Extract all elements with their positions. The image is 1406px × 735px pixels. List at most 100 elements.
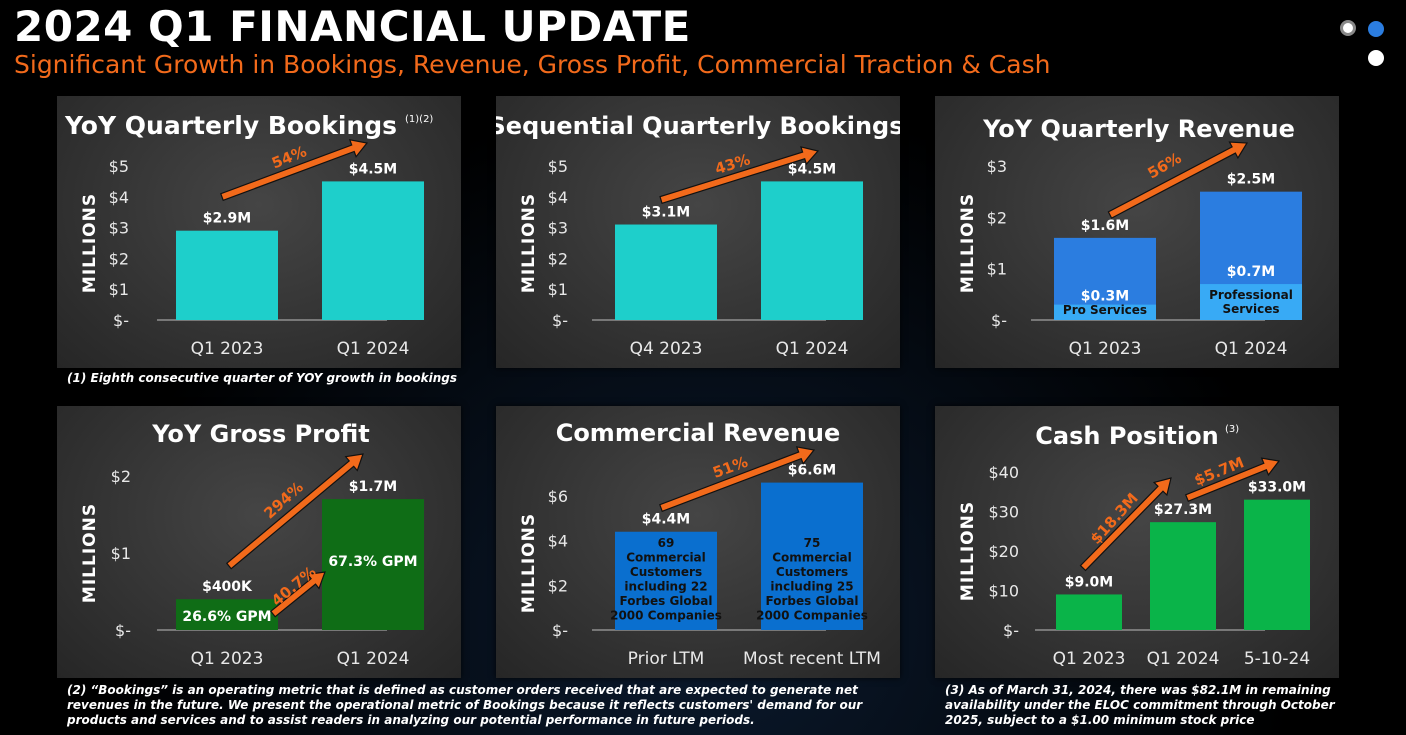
- y-tick-label: $2: [548, 576, 568, 595]
- stack-segment-label: Professional: [1209, 288, 1293, 302]
- chart-title: YoY Quarterly Bookings: [64, 111, 397, 140]
- bar-q1-2024: [322, 181, 424, 320]
- x-category-label: Q1 2024: [1147, 649, 1220, 669]
- y-tick-label: $3: [548, 219, 568, 238]
- y-tick-label: $10: [988, 582, 1019, 601]
- bar-q1-2023: [176, 599, 278, 630]
- footnote-3: (3) As of March 31, 2024, there was $82.…: [945, 683, 1335, 727]
- y-tick-label: $-: [115, 621, 131, 640]
- y-tick-label: $4: [548, 188, 568, 207]
- stack-segment-professional-services: [1200, 284, 1302, 320]
- bar-most-recent-ltm: [761, 482, 863, 630]
- x-category-label: Prior LTM: [628, 649, 705, 669]
- bar-value-label: $2.9M: [203, 211, 251, 227]
- bar-value-label: $2.5M: [1227, 172, 1275, 188]
- customer-count-text: Customers: [776, 565, 848, 579]
- y-axis-label: MILLIONS: [519, 193, 539, 293]
- footnote-2: (2) “Bookings” is an operating metric th…: [67, 683, 863, 727]
- bar-value-label: $4.5M: [788, 161, 836, 177]
- bar-q1-2024: [322, 499, 424, 630]
- stack-value-label: $0.7M: [1227, 264, 1275, 280]
- bar-5-10-24: [1244, 499, 1310, 630]
- x-category-label: 5-10-24: [1244, 649, 1310, 669]
- y-tick-label: $4: [109, 188, 129, 207]
- stack-segment-professional-services: [1054, 304, 1156, 320]
- stack-segment-label: Services: [1222, 302, 1279, 316]
- growth-arrow: [659, 446, 816, 513]
- chart-title: Cash Position: [1035, 422, 1218, 450]
- x-category-label: Q4 2023: [630, 339, 703, 359]
- bar-q1-2024: [761, 181, 863, 320]
- y-tick-label: $1: [987, 260, 1007, 279]
- page-subtitle: Significant Growth in Bookings, Revenue,…: [14, 50, 1051, 79]
- bar-value-label: $9.0M: [1065, 574, 1113, 590]
- chart-panel-gross-profit: YoY Gross Profit MILLIONS $- $1 $2 Q1 2023 Q1 …: [57, 406, 461, 678]
- bar-prior-ltm: [615, 531, 717, 630]
- customer-count-text: Commercial: [772, 551, 852, 565]
- y-axis-label: MILLIONS: [519, 513, 539, 613]
- y-tick-label: $3: [109, 219, 129, 238]
- customer-count-text: 69: [658, 536, 675, 550]
- y-tick-label: $5: [109, 157, 129, 176]
- nav-dot-1[interactable]: [1340, 20, 1356, 36]
- chart-title: YoY Quarterly Revenue: [982, 115, 1295, 143]
- x-category-label: Q1 2023: [1069, 339, 1142, 359]
- y-tick-label: $-: [552, 621, 568, 640]
- chart-panel-cash-position: Cash Position (3) MILLIONS $- $10 $20 $30 $40 Q1…: [935, 406, 1339, 678]
- bar-value-label: $33.0M: [1248, 480, 1306, 496]
- title-footnote-ref: (3): [1225, 424, 1239, 435]
- x-category-label: Q1 2023: [191, 649, 264, 669]
- growth-arrow-gpm: [269, 571, 326, 618]
- growth-arrow: [220, 139, 369, 202]
- customer-count-text: Forbes Global: [766, 594, 859, 608]
- y-tick-label: $2: [548, 249, 568, 268]
- y-tick-label: $2: [109, 249, 129, 268]
- y-tick-label: $1: [111, 544, 131, 563]
- customer-count-text: 2000 Companies: [756, 609, 868, 623]
- nav-dot-2[interactable]: [1368, 21, 1384, 37]
- y-tick-label: $20: [988, 542, 1019, 561]
- y-tick-label: $40: [988, 463, 1019, 482]
- y-tick-label: $4: [548, 532, 568, 551]
- y-tick-label: $-: [1003, 621, 1019, 640]
- stack-segment-label: Pro Services: [1063, 303, 1147, 317]
- y-axis-label: MILLIONS: [958, 501, 978, 601]
- y-tick-label: $1: [109, 280, 129, 299]
- bar-q1-2023: [1056, 594, 1122, 630]
- chart-panel-yoy-bookings: YoY Quarterly Bookings (1)(2) MILLIONS $- $1…: [57, 96, 461, 368]
- chart-panel-commercial-revenue: Commercial Revenue MILLIONS $- $2 $4 $6 Prior …: [496, 406, 900, 678]
- chart-title: YoY Gross Profit: [151, 420, 370, 448]
- customer-count-text: Forbes Global: [620, 594, 713, 608]
- gpm-label: 67.3% GPM: [328, 554, 417, 570]
- slide-nav-dots[interactable]: [1340, 12, 1388, 72]
- chart-title: Commercial Revenue: [556, 419, 841, 447]
- bar-value-label: $4.4M: [642, 512, 690, 528]
- bar-value-label: $6.6M: [788, 463, 836, 479]
- bar-value-label: $27.3M: [1154, 502, 1212, 518]
- y-tick-label: $6: [548, 487, 568, 506]
- bar-value-label: $1.6M: [1081, 218, 1129, 234]
- y-tick-label: $2: [987, 208, 1007, 227]
- customer-count-text: Commercial: [626, 551, 706, 565]
- page-title: 2024 Q1 FINANCIAL UPDATE: [14, 2, 691, 51]
- customer-count-text: 75: [804, 536, 821, 550]
- x-category-label: Q1 2023: [1053, 649, 1126, 669]
- y-axis-label: MILLIONS: [958, 193, 978, 293]
- title-footnote-ref: (1)(2): [405, 114, 433, 125]
- chart-panel-seq-bookings: Sequential Quarterly Bookings MILLIONS $- $…: [496, 96, 900, 368]
- stack-value-label: $0.3M: [1081, 289, 1129, 305]
- x-category-label: Q1 2024: [337, 649, 410, 669]
- bar-q1-2024: [1150, 522, 1216, 630]
- growth-arrow-cash-1: [1079, 477, 1172, 572]
- y-axis-label: MILLIONS: [80, 193, 100, 293]
- y-tick-label: $2: [111, 467, 131, 486]
- nav-dot-3[interactable]: [1368, 50, 1384, 66]
- bar-value-label: $400K: [202, 579, 253, 595]
- bar-value-label: $1.7M: [349, 479, 397, 495]
- x-category-label: Q1 2024: [337, 339, 410, 359]
- customer-count-text: including 22: [624, 580, 707, 594]
- footnote-1: (1) Eighth consecutive quarter of YOY gr…: [67, 371, 458, 385]
- y-tick-label: $3: [987, 157, 1007, 176]
- y-tick-label: $5: [548, 157, 568, 176]
- y-tick-label: $-: [991, 311, 1007, 330]
